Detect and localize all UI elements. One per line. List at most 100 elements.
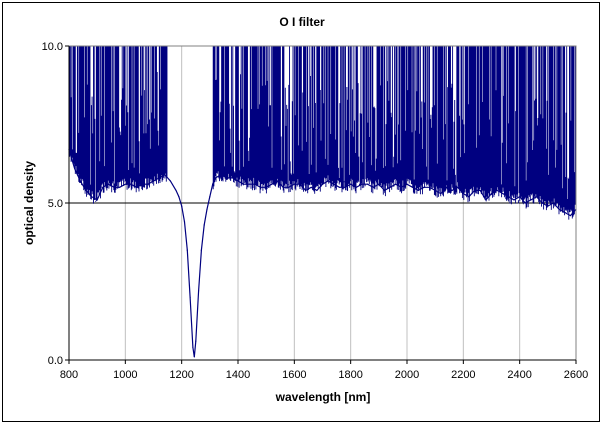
data-point — [175, 189, 177, 192]
axes — [65, 45, 577, 364]
data-point — [259, 186, 262, 188]
data-point — [333, 183, 335, 185]
data-point — [524, 202, 526, 204]
data-point — [327, 180, 329, 182]
data-point — [197, 290, 200, 292]
data-point — [169, 180, 171, 182]
chart-svg: O I filter wavelength [nm] optical densi… — [22, 15, 588, 404]
y-tick-labels: 0.0 5.0 10.0 — [42, 41, 63, 367]
data-point — [231, 177, 233, 179]
y-axis-label: optical density — [22, 161, 36, 245]
x-tick-label: 1800 — [338, 369, 362, 381]
data-point — [451, 189, 453, 192]
data-point — [74, 167, 76, 170]
noise-spikes — [68, 46, 576, 220]
data-point — [178, 196, 180, 198]
data-point — [79, 180, 81, 182]
data-point — [136, 186, 138, 188]
data-point — [350, 183, 352, 185]
data-point — [502, 192, 504, 195]
data-point — [395, 183, 397, 185]
data-point — [254, 183, 256, 185]
data-point — [107, 183, 110, 185]
data-point — [496, 189, 498, 192]
data-point — [389, 186, 391, 188]
data-point — [406, 183, 408, 185]
data-point — [344, 186, 346, 188]
data-point — [293, 183, 295, 185]
data-point — [152, 180, 155, 182]
data-point — [220, 174, 222, 176]
data-point — [445, 186, 448, 188]
x-tick-label: 2600 — [564, 369, 588, 381]
x-tick-label: 800 — [60, 369, 78, 381]
data-point — [206, 208, 208, 210]
data-point — [440, 192, 442, 195]
data-point — [299, 183, 301, 185]
data-point — [412, 186, 414, 188]
data-point — [192, 346, 194, 349]
data-point — [226, 177, 228, 179]
x-tick-label: 1600 — [282, 369, 306, 381]
data-point — [428, 186, 431, 188]
data-point — [276, 180, 279, 182]
y-tick-label: 10.0 — [42, 41, 63, 53]
data-point — [535, 196, 538, 198]
y-tick-label: 0.0 — [48, 355, 63, 367]
data-point — [85, 189, 87, 192]
data-point — [457, 186, 459, 188]
data-point — [547, 205, 549, 207]
x-tick-label: 2200 — [451, 369, 475, 381]
x-axis-label: wavelength [nm] — [275, 390, 371, 404]
data-point — [490, 192, 493, 195]
data-point — [96, 199, 98, 201]
data-point — [203, 224, 205, 226]
data-point — [102, 186, 104, 188]
data-point — [214, 177, 217, 179]
data-point — [212, 183, 214, 185]
chart-frame: O I filter wavelength [nm] optical densi… — [2, 2, 600, 422]
data-point — [195, 340, 197, 342]
data-point — [271, 183, 273, 185]
data-point — [468, 196, 470, 198]
data-point — [400, 186, 402, 188]
data-point — [321, 183, 324, 185]
data-point — [378, 183, 380, 185]
data-point — [147, 183, 149, 185]
x-tick-label: 2000 — [395, 369, 419, 381]
x-tick-label: 2400 — [507, 369, 531, 381]
data-point — [474, 189, 476, 192]
data-point — [90, 196, 93, 198]
data-point — [282, 186, 284, 188]
data-point — [485, 199, 487, 201]
data-point — [130, 183, 132, 185]
x-tick-label: 1000 — [113, 369, 137, 381]
data-point — [141, 183, 143, 185]
chart-title: O I filter — [279, 15, 325, 29]
plot-area — [68, 46, 577, 358]
data-point — [372, 186, 374, 188]
data-point — [310, 186, 312, 188]
data-point — [355, 186, 357, 188]
data-point — [552, 202, 555, 204]
data-point — [209, 196, 211, 198]
data-point — [113, 186, 115, 188]
x-tick-label: 1400 — [226, 369, 250, 381]
data-point — [569, 214, 571, 217]
data-point — [513, 199, 515, 201]
data-point — [564, 211, 566, 214]
data-point — [186, 249, 188, 251]
data-point — [519, 196, 521, 198]
data-point — [237, 180, 239, 182]
data-point — [383, 189, 386, 192]
data-point — [479, 189, 481, 192]
data-point — [361, 183, 363, 185]
data-point — [507, 196, 509, 198]
data-point — [417, 189, 419, 192]
data-point — [434, 189, 436, 192]
data-point — [305, 189, 307, 192]
data-point — [541, 202, 543, 204]
data-point — [183, 221, 186, 223]
data-point — [530, 199, 532, 201]
y-tick-label: 5.0 — [48, 198, 63, 210]
